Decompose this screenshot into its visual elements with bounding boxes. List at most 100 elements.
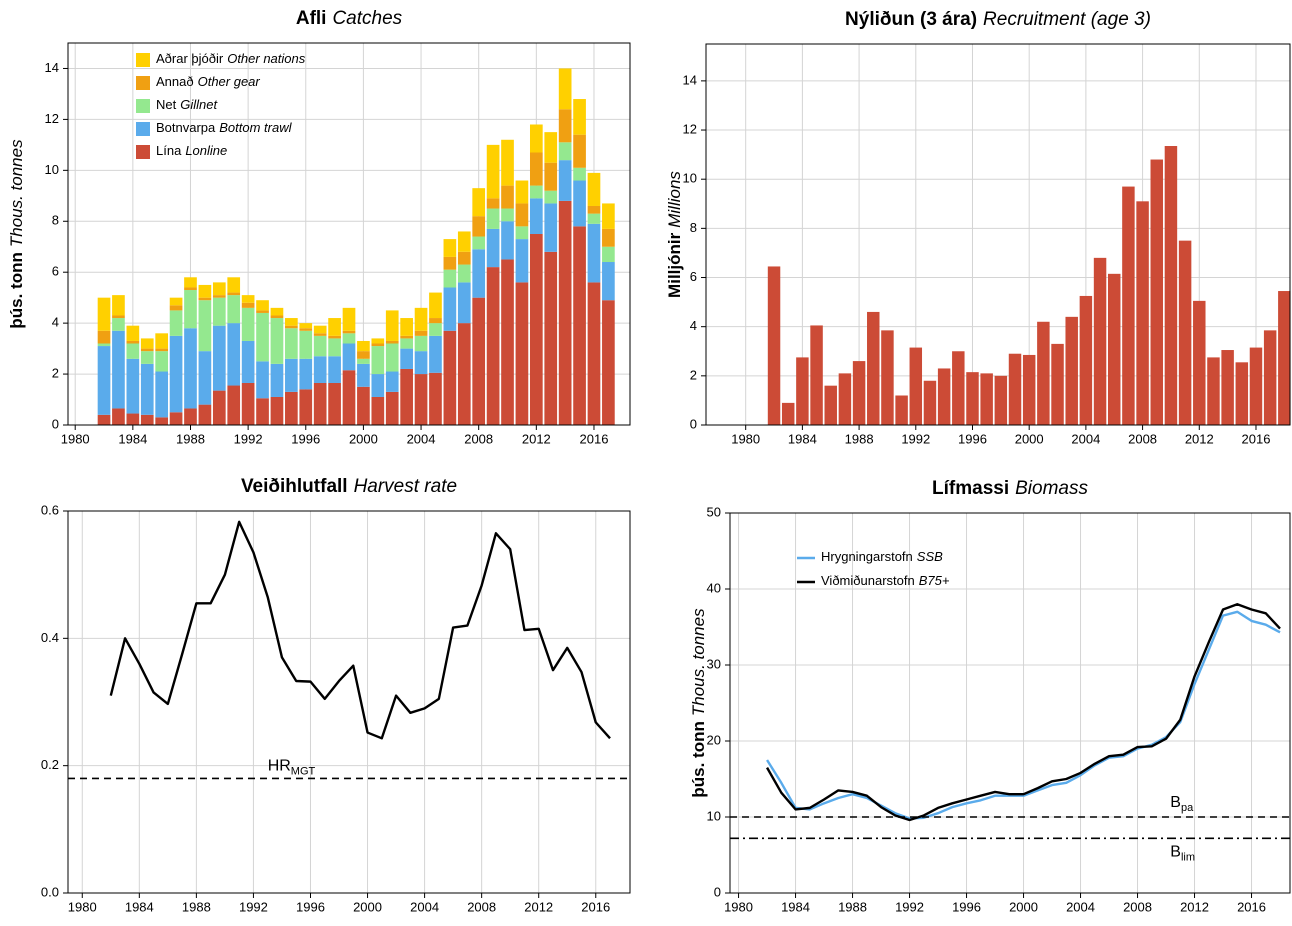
bar [1107, 273, 1121, 425]
bar [952, 351, 965, 425]
y-tick-label: 0 [690, 416, 697, 431]
bar-segment [457, 282, 471, 324]
bar-segment [472, 188, 486, 217]
x-tick-label: 1988 [838, 899, 867, 914]
bar-segment [587, 223, 601, 283]
y-tick-label: 12 [683, 121, 697, 136]
bar-segment [328, 356, 341, 383]
bar-segment [184, 287, 197, 291]
bar-segment [299, 323, 313, 329]
bar-segment [573, 167, 586, 181]
bar [767, 266, 781, 425]
x-tick-label: 2000 [1015, 431, 1044, 446]
bar-segment [126, 340, 140, 344]
bar-segment [313, 382, 327, 425]
bar-segment [602, 246, 615, 263]
legend-name: Hrygningarstofn [821, 549, 913, 564]
bar-segment [371, 343, 385, 347]
ref-label-sub: lim [1181, 851, 1195, 863]
bar [980, 373, 993, 425]
bar-segment [429, 292, 442, 319]
bar-segment [515, 180, 529, 204]
bar-segment [169, 335, 183, 413]
bar-segment [342, 307, 356, 331]
bar-segment [169, 310, 183, 336]
bar-segment [429, 323, 442, 336]
bar-segment [529, 198, 543, 234]
bar-segment [429, 335, 442, 373]
bar-segment [256, 312, 269, 362]
line [766, 603, 1281, 822]
bar-segment [328, 335, 341, 339]
bar [1037, 321, 1050, 425]
legend-name: Aðrar þjóðir [156, 51, 224, 66]
x-tick-label: 1980 [68, 899, 97, 914]
bar-segment [414, 374, 428, 425]
x-tick-label: 2008 [464, 431, 493, 446]
bar-segment [385, 343, 399, 372]
y-tick-label: 40 [707, 580, 721, 595]
bar-segment [587, 172, 601, 206]
bar-segment [587, 213, 601, 224]
x-tick-label: 1996 [296, 899, 325, 914]
ylabel-is: Milljónir [665, 232, 684, 298]
y-tick-label: 30 [707, 656, 721, 671]
bar-segment [342, 343, 356, 371]
bar-segment [241, 340, 255, 383]
y-tick-label: 0.6 [41, 502, 59, 517]
bar-segment [299, 358, 313, 390]
y-tick-label: 4 [52, 315, 59, 330]
y-tick-label: 10 [683, 171, 697, 186]
ref-label-main: B [1170, 843, 1181, 860]
y-tick-label: 2 [52, 366, 59, 381]
bar-segment [112, 315, 125, 319]
bar [1051, 343, 1064, 425]
bar [838, 373, 852, 425]
y-axis-label: Milljónir Millions [665, 171, 684, 298]
x-tick-label: 2016 [580, 431, 609, 446]
legend-name-en: Other gear [198, 74, 261, 89]
bar-segment [573, 99, 586, 135]
x-tick-label: 2004 [1071, 431, 1100, 446]
bar-segment [357, 363, 370, 387]
x-tick-label: 2012 [524, 899, 553, 914]
bar-segment [529, 234, 543, 425]
bar-segment [529, 185, 543, 199]
bar-segment [558, 68, 572, 110]
bar-segment [198, 300, 212, 352]
bar-segment [313, 356, 327, 383]
legend-swatch [136, 145, 150, 159]
bar-segment [126, 343, 140, 359]
legend-label: Annað Other gear [156, 74, 260, 89]
ref-label-main: B [1170, 794, 1181, 811]
bar-segment [270, 307, 284, 316]
bar-segment [544, 190, 558, 204]
x-tick-label: 1988 [182, 899, 211, 914]
bar-segment [155, 371, 169, 418]
line [109, 520, 611, 740]
plot-frame [729, 512, 1291, 894]
x-tick-label: 2008 [467, 899, 496, 914]
bar-segment [529, 152, 543, 186]
bar [810, 325, 823, 425]
bar-segment [198, 297, 212, 301]
bar-segment [241, 307, 255, 341]
ref-label-main: HR [268, 758, 291, 775]
x-tick-label: 1988 [176, 431, 205, 446]
bar [796, 357, 809, 425]
bar-segment [443, 256, 457, 270]
bar-segment [587, 205, 601, 214]
bar-segment [573, 134, 586, 168]
bar-segment [285, 318, 298, 326]
bar-segment [285, 328, 298, 359]
y-axis-label: þús. tonn Thous. tonnes [7, 139, 26, 329]
bar-segment [198, 284, 212, 298]
x-tick-label: 2016 [1237, 899, 1266, 914]
bar-segment [313, 335, 327, 357]
bar [895, 395, 908, 425]
bar [994, 375, 1008, 425]
bar-segment [256, 300, 269, 311]
y-tick-label: 50 [707, 504, 721, 519]
bar-segment [400, 348, 413, 369]
